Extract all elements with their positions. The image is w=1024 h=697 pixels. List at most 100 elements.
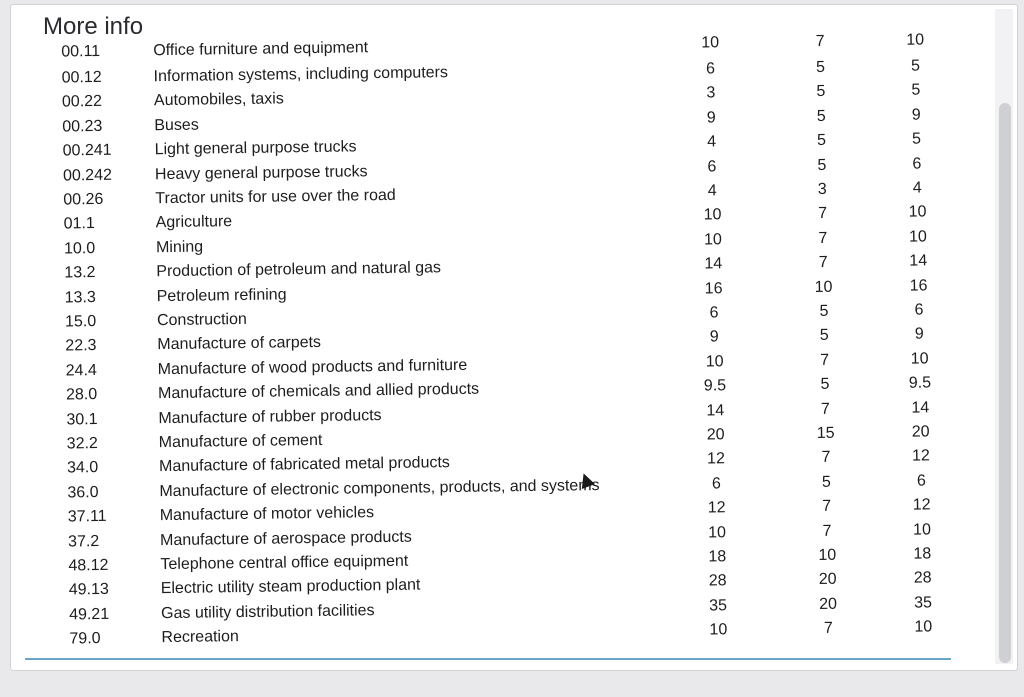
cell-col1: 9	[706, 109, 716, 127]
cell-code: 00.22	[61, 93, 103, 111]
cell-code: 00.23	[62, 117, 103, 136]
cell-code: 48.12	[68, 556, 109, 575]
cell-col1: 10	[703, 231, 722, 249]
cell-col1: 14	[704, 255, 723, 273]
cell-code: 01.1	[63, 215, 95, 233]
cell-col1: 12	[706, 450, 726, 468]
more-info-panel: More info 00.11 Office furniture and equ…	[10, 4, 1018, 671]
cell-col3: 10	[914, 618, 933, 636]
cell-code: 49.13	[68, 581, 109, 599]
cell-col1: 6	[705, 60, 716, 78]
cell-col1: 20	[706, 426, 725, 444]
cell-col3: 16	[909, 277, 928, 295]
cell-col1: 10	[701, 34, 720, 52]
cell-code: 00.242	[62, 166, 113, 185]
cell-code: 13.2	[64, 264, 96, 282]
cell-col2: 7	[815, 32, 825, 50]
cell-col3: 10	[908, 203, 927, 222]
cell-col1: 6	[709, 304, 719, 322]
cell-col2: 5	[816, 107, 826, 125]
cell-code: 79.0	[69, 630, 101, 648]
cell-col1: 10	[708, 523, 727, 542]
cell-col3: 5	[910, 57, 921, 75]
cell-col3: 6	[912, 155, 922, 173]
cell-code: 00.241	[62, 141, 112, 160]
cell-col3: 18	[913, 545, 932, 563]
cell-col3: 28	[913, 569, 932, 588]
cell-col3: 12	[912, 496, 931, 514]
cell-col1: 14	[706, 401, 725, 420]
cell-col2: 7	[822, 497, 832, 516]
cell-col2: 5	[819, 302, 829, 320]
cell-col3: 5	[911, 130, 922, 148]
cell-code: 36.0	[67, 483, 99, 502]
cell-code: 00.11	[61, 42, 101, 61]
cell-col2: 7	[821, 449, 831, 467]
panel-title: More info	[43, 13, 144, 40]
cell-code: 15.0	[64, 313, 97, 331]
cell-col1: 4	[707, 133, 717, 151]
cell-code: 37.2	[67, 532, 100, 551]
cell-code: 32.2	[66, 435, 98, 453]
cell-col1: 6	[707, 157, 717, 176]
cell-col3: 6	[916, 472, 926, 490]
cell-col3: 9	[911, 106, 921, 124]
cell-col1: 35	[709, 597, 728, 615]
cell-col3: 14	[911, 399, 930, 417]
cell-col2: 5	[821, 473, 831, 491]
cell-col3: 10	[908, 228, 927, 246]
cell-col2: 3	[817, 180, 827, 198]
cell-col3: 12	[911, 447, 931, 466]
cell-code: 00.12	[61, 68, 102, 87]
cell-col2: 7	[818, 205, 828, 223]
cell-col1: 10	[705, 353, 724, 371]
depreciation-table: 00.11 Office furniture and equipment 10 …	[25, 20, 964, 663]
cell-code: 28.0	[65, 386, 98, 404]
cell-col2: 10	[818, 546, 837, 564]
cell-code: 30.1	[66, 410, 98, 429]
cell-col3: 20	[911, 423, 930, 441]
cell-col1: 4	[707, 182, 717, 200]
cell-col2: 5	[817, 132, 827, 150]
cell-code: 13.3	[64, 288, 96, 307]
cell-col3: 5	[911, 81, 921, 100]
cell-col2: 7	[822, 522, 832, 540]
cell-col2: 7	[820, 400, 830, 418]
cell-col1: 12	[707, 499, 726, 517]
cell-col3: 9.5	[908, 374, 932, 392]
cell-col3: 4	[912, 179, 922, 197]
cell-col2: 5	[815, 58, 826, 76]
cell-col2: 20	[819, 595, 838, 613]
cell-col1: 3	[706, 84, 716, 102]
cell-code: 34.0	[66, 459, 99, 477]
cell-col2: 7	[818, 229, 828, 247]
cell-col1: 16	[704, 279, 723, 298]
cell-col3: 10	[910, 350, 929, 368]
cell-col1: 28	[708, 572, 727, 590]
cell-col2: 15	[816, 424, 835, 442]
cell-code: 24.4	[65, 361, 97, 380]
cell-col1: 9	[709, 328, 719, 346]
cell-col1: 9.5	[703, 377, 727, 395]
cell-col2: 5	[816, 83, 826, 101]
cell-col2: 5	[820, 375, 830, 394]
cell-col1: 10	[709, 621, 728, 639]
cell-code: 10.0	[63, 239, 96, 258]
cell-col1: 18	[708, 548, 727, 566]
cell-col3: 9	[914, 325, 924, 343]
cell-col2: 20	[818, 571, 837, 589]
cell-col2: 7	[818, 254, 828, 272]
cell-col3: 6	[914, 301, 924, 319]
cell-col2: 7	[823, 619, 833, 638]
cell-col1: 10	[703, 206, 722, 224]
cell-col2: 5	[819, 327, 829, 345]
cell-code: 37.11	[67, 508, 107, 526]
cell-code: 22.3	[65, 337, 97, 355]
cell-code: 49.21	[69, 605, 110, 624]
cell-col1: 6	[711, 475, 721, 493]
cell-col2: 5	[817, 156, 827, 174]
cell-col2: 10	[814, 278, 833, 296]
cell-col3: 35	[914, 594, 933, 612]
cell-col3: 10	[912, 520, 932, 539]
scrollbar-thumb[interactable]	[999, 103, 1011, 663]
